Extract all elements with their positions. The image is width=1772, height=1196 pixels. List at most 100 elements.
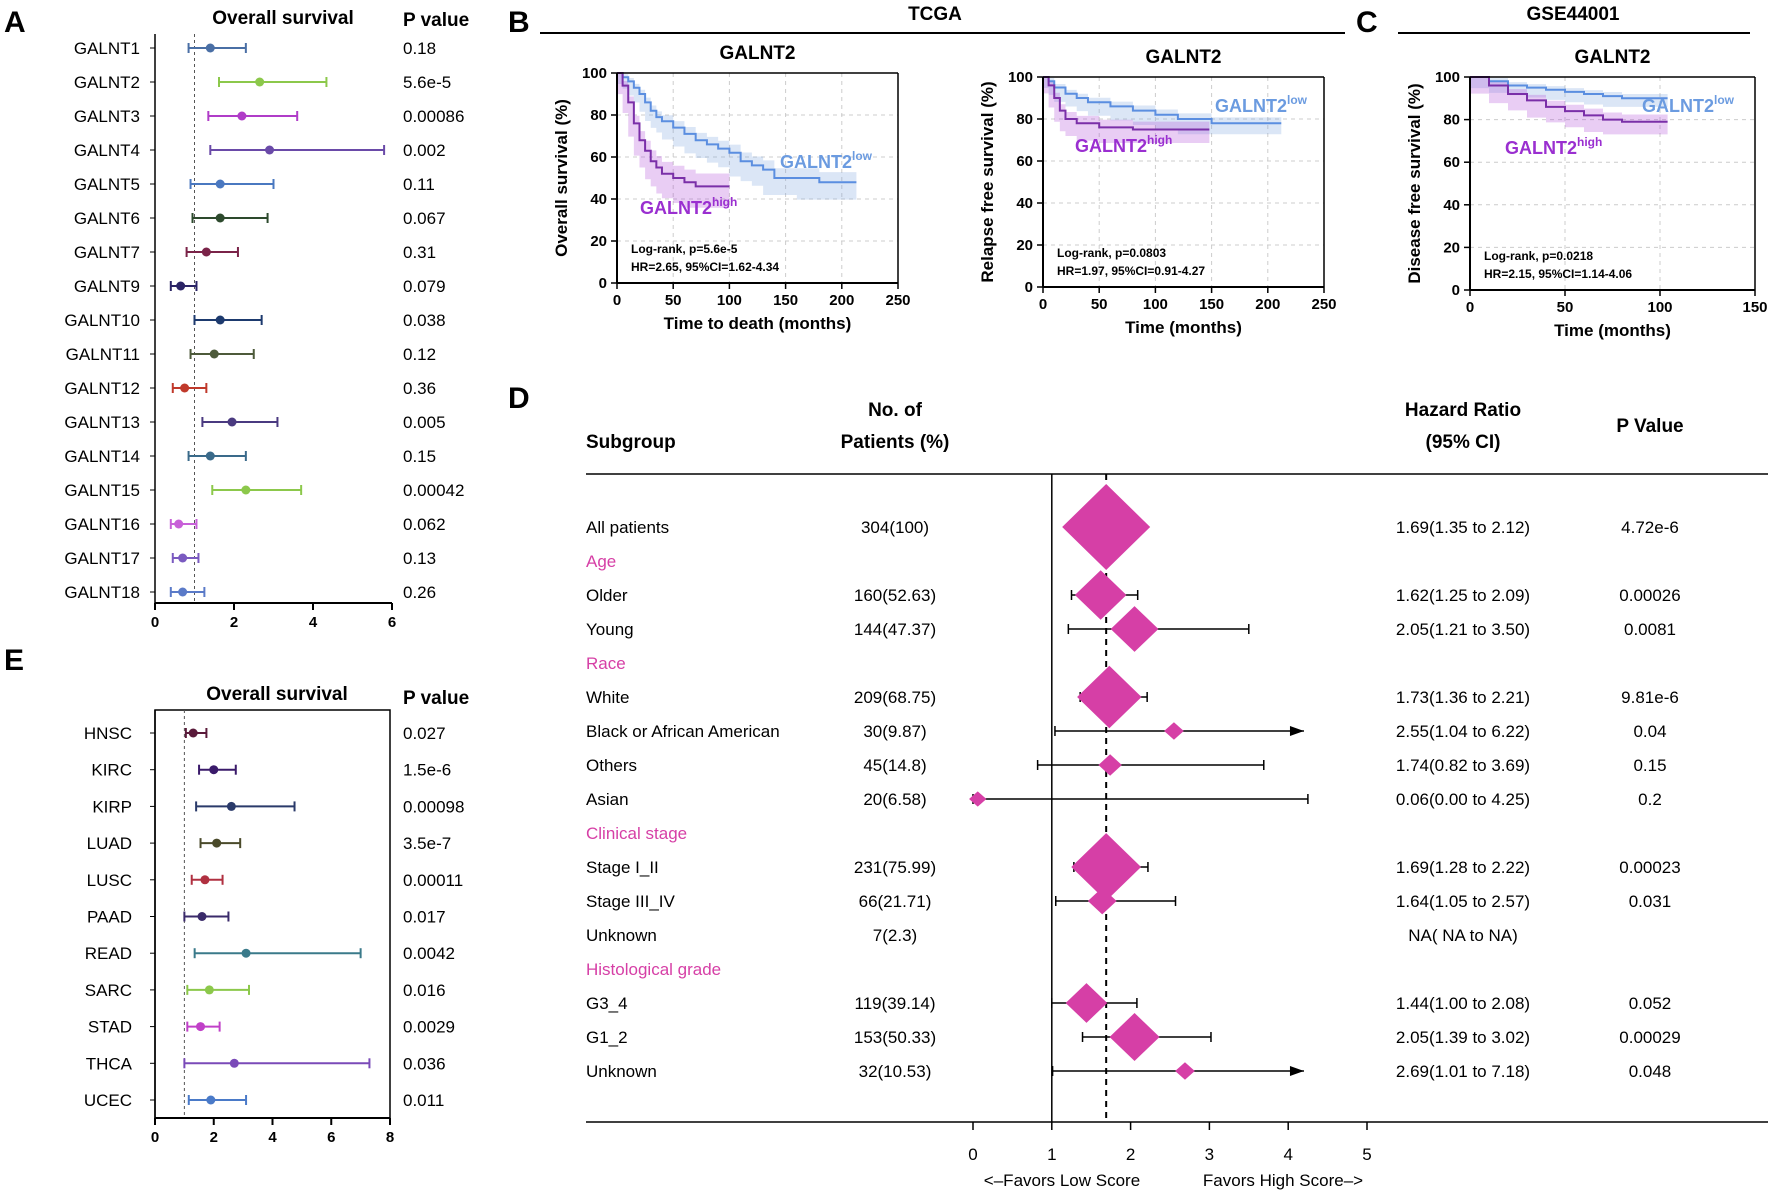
y-tick-label: 0 <box>599 275 607 292</box>
subgroup-label: Stage III_IV <box>586 892 675 911</box>
ci-arrow <box>1289 726 1304 736</box>
patients-count: 153(50.33) <box>854 1028 936 1047</box>
panel-b-km: TCGA 0 50 100 150 200 250020406080100GALNT2Ti… <box>540 4 1345 337</box>
y-tick-label: 60 <box>1016 153 1033 170</box>
p-value: 0.011 <box>403 1091 444 1110</box>
row-label: STAD <box>88 1018 132 1037</box>
hr-point <box>255 77 265 87</box>
high-group-sup: high <box>1147 133 1172 147</box>
panel-c-km: GSE44001 0 50 100 150 0 20 40 60 80 100 GALNT2 Time… <box>1398 4 1768 340</box>
row-label: PAAD <box>87 908 132 927</box>
row-label: GALNT13 <box>64 413 140 432</box>
row-label: KIRC <box>91 761 132 780</box>
row-label: LUAD <box>87 834 132 853</box>
p-value: 0.00098 <box>403 797 464 816</box>
hr-diamond <box>1164 722 1184 740</box>
subgroup-label: Asian <box>586 790 629 809</box>
y-axis-title: Disease free survival (%) <box>1405 83 1424 283</box>
header-pvalue: P Value <box>1616 416 1683 437</box>
hr-ci-text: 0.06(0.00 to 4.25) <box>1396 790 1530 809</box>
low-group-sup: low <box>852 149 873 163</box>
panel-b-group-title: TCGA <box>908 4 962 25</box>
row-label: SARC <box>85 981 132 1000</box>
row-label: GALNT15 <box>64 481 140 500</box>
p-value: 3.5e-7 <box>403 834 451 853</box>
p-value: 0.18 <box>403 39 436 58</box>
x-tick-label: 50 <box>665 292 682 309</box>
row-label: GALNT4 <box>74 141 140 160</box>
p-value: 0.062 <box>403 515 446 534</box>
hr-point <box>174 519 184 529</box>
hr-stat: HR=2.15, 95%CI=1.14-4.06 <box>1484 267 1632 281</box>
y-tick-label: 0 <box>1452 282 1460 299</box>
hr-ci-text: 2.05(1.21 to 3.50) <box>1396 620 1530 639</box>
panel-a-forest: Overall survival P value 0 2 4 6 GALNT1 0.18 G… <box>64 8 469 631</box>
logrank-stat: Log-rank, p=0.0218 <box>1484 249 1593 263</box>
p-value: 0.00086 <box>403 107 464 126</box>
ci-arrow <box>1289 1066 1304 1076</box>
high-survival-curve <box>1470 76 1668 123</box>
y-tick-label: 80 <box>1443 112 1460 129</box>
y-axis-title: Relapse free survival (%) <box>978 81 997 282</box>
x-tick-label: 0 <box>151 614 159 631</box>
p-value: 0.12 <box>403 345 436 364</box>
subgroup-label: Stage I_II <box>586 858 659 877</box>
row-label: GALNT11 <box>66 345 140 364</box>
subgroup-label: Young <box>586 620 634 639</box>
low-ci-band <box>617 73 857 200</box>
y-tick-label: 40 <box>590 191 607 208</box>
p-value: 0.26 <box>403 583 436 602</box>
p-value: 1.5e-6 <box>403 761 451 780</box>
header-subgroup: Subgroup <box>586 432 676 453</box>
hr-point <box>205 43 215 53</box>
km-title: GALNT2 <box>1575 47 1651 68</box>
high-group-label: GALNT2high <box>640 195 737 218</box>
p-value: 4.72e-6 <box>1621 518 1679 537</box>
x-tick-label: 50 <box>1091 296 1108 313</box>
hr-point <box>241 485 251 495</box>
patients-count: 209(68.75) <box>854 688 936 707</box>
panel-d-forest: Subgroup No. of Patients (%) Hazard Rati… <box>586 400 1768 1190</box>
hr-point <box>237 111 247 121</box>
y-tick-label: 100 <box>582 65 607 82</box>
section-label: Age <box>586 552 616 571</box>
low-ci-band <box>1043 77 1282 135</box>
header-hr-line1: Hazard Ratio <box>1405 400 1521 421</box>
hr-point <box>265 145 275 155</box>
hr-point <box>241 948 251 958</box>
patients-count: 66(21.71) <box>859 892 932 911</box>
section-label: Race <box>586 654 626 673</box>
panel-letter-c: C <box>1356 6 1378 39</box>
logrank-stat: Log-rank, p=5.6e-5 <box>631 242 738 256</box>
p-value: 0.052 <box>1629 994 1672 1013</box>
high-group-name: GALNT2 <box>640 198 712 218</box>
hr-ci-text: NA( NA to NA) <box>1408 926 1518 945</box>
low-group-label: GALNT2low <box>1215 93 1308 116</box>
hr-point <box>176 281 186 291</box>
panel-e-forest: Overall survival P value 0 2 4 6 8 HNSC 0.027 K… <box>84 684 469 1146</box>
y-tick-label: 20 <box>1443 239 1460 256</box>
subgroup-label: Unknown <box>586 1062 657 1081</box>
row-label: READ <box>85 944 132 963</box>
high-group-sup: high <box>712 195 737 209</box>
hr-point <box>229 1058 239 1068</box>
p-value: 0.00026 <box>1619 586 1680 605</box>
x-tick-label: 4 <box>309 614 318 631</box>
high-group-name: GALNT2 <box>1075 136 1147 156</box>
high-survival-curve <box>617 72 730 188</box>
low-group-name: GALNT2 <box>780 152 852 172</box>
panel-letter-e: E <box>4 644 24 677</box>
p-value: 0.031 <box>1629 892 1672 911</box>
hr-point <box>178 553 188 563</box>
p-value: 0.04 <box>1633 722 1666 741</box>
hr-diamond <box>1071 833 1142 901</box>
y-tick-label: 40 <box>1443 197 1460 214</box>
x-tick-label: 100 <box>1647 299 1672 316</box>
patients-count: 7(2.3) <box>873 926 917 945</box>
row-label: GALNT7 <box>74 243 140 262</box>
high-ci-band <box>617 73 730 208</box>
y-tick-label: 100 <box>1008 69 1033 86</box>
row-label: KIRP <box>92 797 132 816</box>
x-tick-label: 250 <box>1311 296 1336 313</box>
high-group-label: GALNT2high <box>1075 133 1172 156</box>
